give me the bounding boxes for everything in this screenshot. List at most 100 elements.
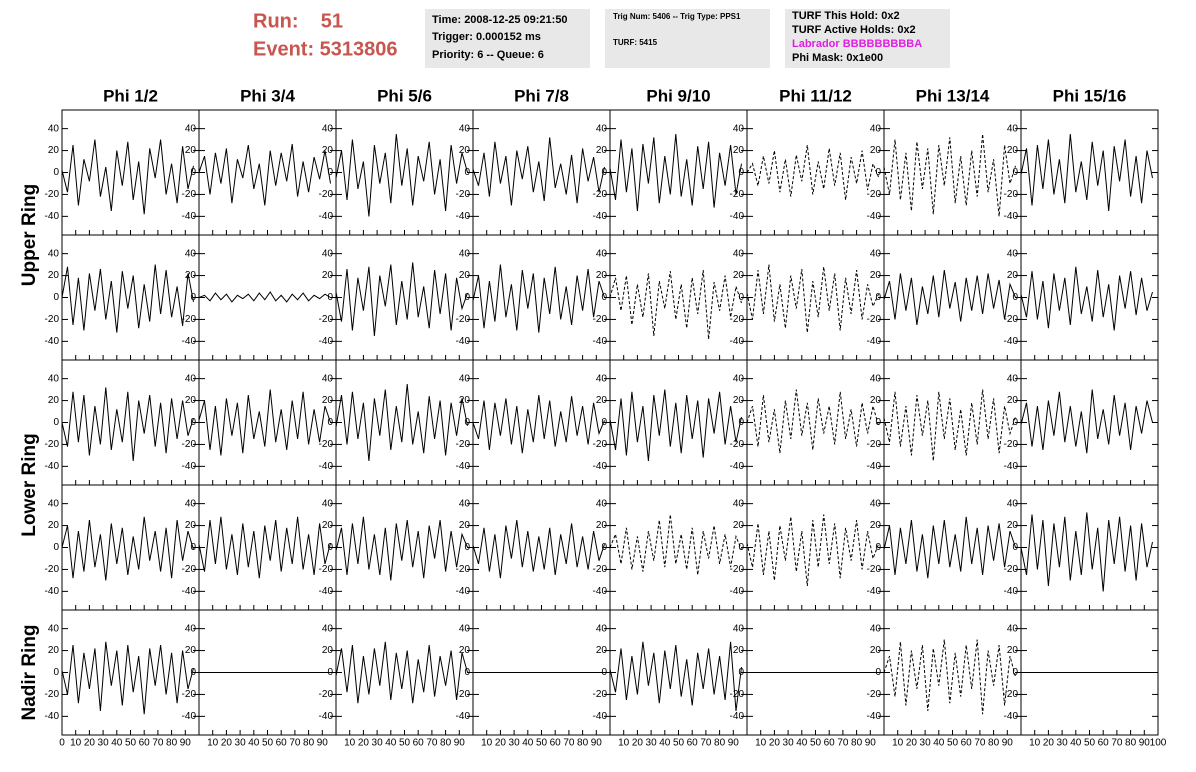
y-tick-label: -20 xyxy=(319,439,334,450)
x-tick-label: 90 xyxy=(728,738,740,749)
waveform xyxy=(62,387,194,461)
y-tick-label: 40 xyxy=(322,123,334,134)
panel xyxy=(472,234,611,361)
y-tick-label: -20 xyxy=(45,689,60,700)
y-tick-label: 20 xyxy=(1007,270,1019,281)
x-tick-label: 20 xyxy=(84,738,96,749)
x-tick-label: 50 xyxy=(947,738,959,749)
y-tick-label: -20 xyxy=(182,189,197,200)
y-tick-label: 40 xyxy=(459,373,471,384)
x-tick-label: 30 xyxy=(509,738,521,749)
y-tick-label: 40 xyxy=(733,123,745,134)
y-tick-label: 40 xyxy=(596,123,608,134)
x-tick-label: 0 xyxy=(59,738,65,749)
y-tick-label: 0 xyxy=(327,292,333,303)
y-tick-label: 0 xyxy=(464,542,470,553)
x-tick-label: 10 xyxy=(892,738,904,749)
event: Event: 5313806 xyxy=(253,38,398,60)
y-tick-label: 0 xyxy=(1012,292,1018,303)
waveform xyxy=(473,137,605,206)
turf: TURF: 5415 xyxy=(613,38,658,47)
waveform xyxy=(62,264,194,333)
y-tick-label: -40 xyxy=(182,711,197,722)
column-title: Phi 9/10 xyxy=(646,86,710,105)
x-tick-label: 60 xyxy=(550,738,562,749)
x-tick-label: 90 xyxy=(180,738,192,749)
y-tick-label: 0 xyxy=(601,542,607,553)
info-box xyxy=(605,9,770,68)
y-tick-label: 0 xyxy=(1012,667,1018,678)
y-tick-label: 40 xyxy=(870,123,882,134)
y-tick-label: -40 xyxy=(867,586,882,597)
y-tick-label: 0 xyxy=(190,667,196,678)
y-tick-label: 20 xyxy=(870,270,882,281)
y-tick-label: -20 xyxy=(319,189,334,200)
y-tick-label: -20 xyxy=(45,314,60,325)
y-tick-label: 20 xyxy=(870,395,882,406)
y-tick-label: 0 xyxy=(738,417,744,428)
waveform xyxy=(336,641,468,704)
waveform xyxy=(747,264,879,333)
y-tick-label: 40 xyxy=(322,248,334,259)
info-box xyxy=(785,9,950,68)
waveform xyxy=(473,520,605,579)
y-tick-label: 0 xyxy=(327,167,333,178)
y-tick-label: 0 xyxy=(875,542,881,553)
y-tick-label: 0 xyxy=(190,167,196,178)
y-tick-label: 0 xyxy=(875,417,881,428)
y-tick-label: -20 xyxy=(730,689,745,700)
y-tick-label: -20 xyxy=(456,189,471,200)
y-tick-label: -40 xyxy=(1004,711,1019,722)
y-tick-label: 40 xyxy=(733,498,745,509)
y-tick-label: 20 xyxy=(459,395,471,406)
panel xyxy=(335,359,474,486)
y-tick-label: 0 xyxy=(53,292,59,303)
row-label: Nadir Ring xyxy=(19,624,40,720)
y-tick-label: 40 xyxy=(322,373,334,384)
y-tick-label: 20 xyxy=(596,520,608,531)
x-tick-label: 80 xyxy=(166,738,178,749)
y-tick-label: -20 xyxy=(1004,689,1019,700)
x-tick-label: 80 xyxy=(714,738,726,749)
y-tick-label: -40 xyxy=(319,461,334,472)
waveform xyxy=(1021,389,1153,454)
y-tick-label: -40 xyxy=(456,336,471,347)
y-tick-label: 40 xyxy=(48,498,60,509)
y-tick-label: 40 xyxy=(1007,373,1019,384)
y-tick-label: -20 xyxy=(456,564,471,575)
y-tick-label: 0 xyxy=(875,292,881,303)
y-tick-label: -40 xyxy=(319,211,334,222)
y-tick-label: 0 xyxy=(53,667,59,678)
x-tick-label: 30 xyxy=(235,738,247,749)
y-tick-label: -40 xyxy=(867,711,882,722)
y-tick-label: -20 xyxy=(319,564,334,575)
y-tick-label: 0 xyxy=(601,417,607,428)
y-tick-label: 40 xyxy=(1007,123,1019,134)
y-tick-label: 40 xyxy=(48,373,60,384)
x-tick-label: 90 xyxy=(1139,738,1151,749)
x-tick-label: 80 xyxy=(577,738,589,749)
y-tick-label: 0 xyxy=(601,292,607,303)
y-tick-label: 20 xyxy=(48,520,60,531)
x-tick-label: 20 xyxy=(358,738,370,749)
y-tick-label: 0 xyxy=(601,167,607,178)
x-tick-label: 60 xyxy=(1098,738,1110,749)
x-tick-label: 20 xyxy=(906,738,918,749)
waveform xyxy=(747,145,879,200)
waveform xyxy=(884,134,1016,217)
y-tick-label: 0 xyxy=(1012,167,1018,178)
y-tick-label: -40 xyxy=(593,211,608,222)
x-tick-label: 70 xyxy=(152,738,164,749)
x-tick-label: 40 xyxy=(111,738,123,749)
y-tick-label: -20 xyxy=(867,689,882,700)
x-tick-label: 70 xyxy=(289,738,301,749)
x-tick-label: 70 xyxy=(563,738,575,749)
x-tick-label: 40 xyxy=(385,738,397,749)
y-tick-label: -20 xyxy=(319,314,334,325)
column-title: Phi 3/4 xyxy=(240,86,295,105)
waveform xyxy=(336,516,468,581)
y-tick-label: -40 xyxy=(45,711,60,722)
x-tick-label: 40 xyxy=(659,738,671,749)
y-tick-label: 40 xyxy=(870,623,882,634)
y-tick-label: -20 xyxy=(867,439,882,450)
